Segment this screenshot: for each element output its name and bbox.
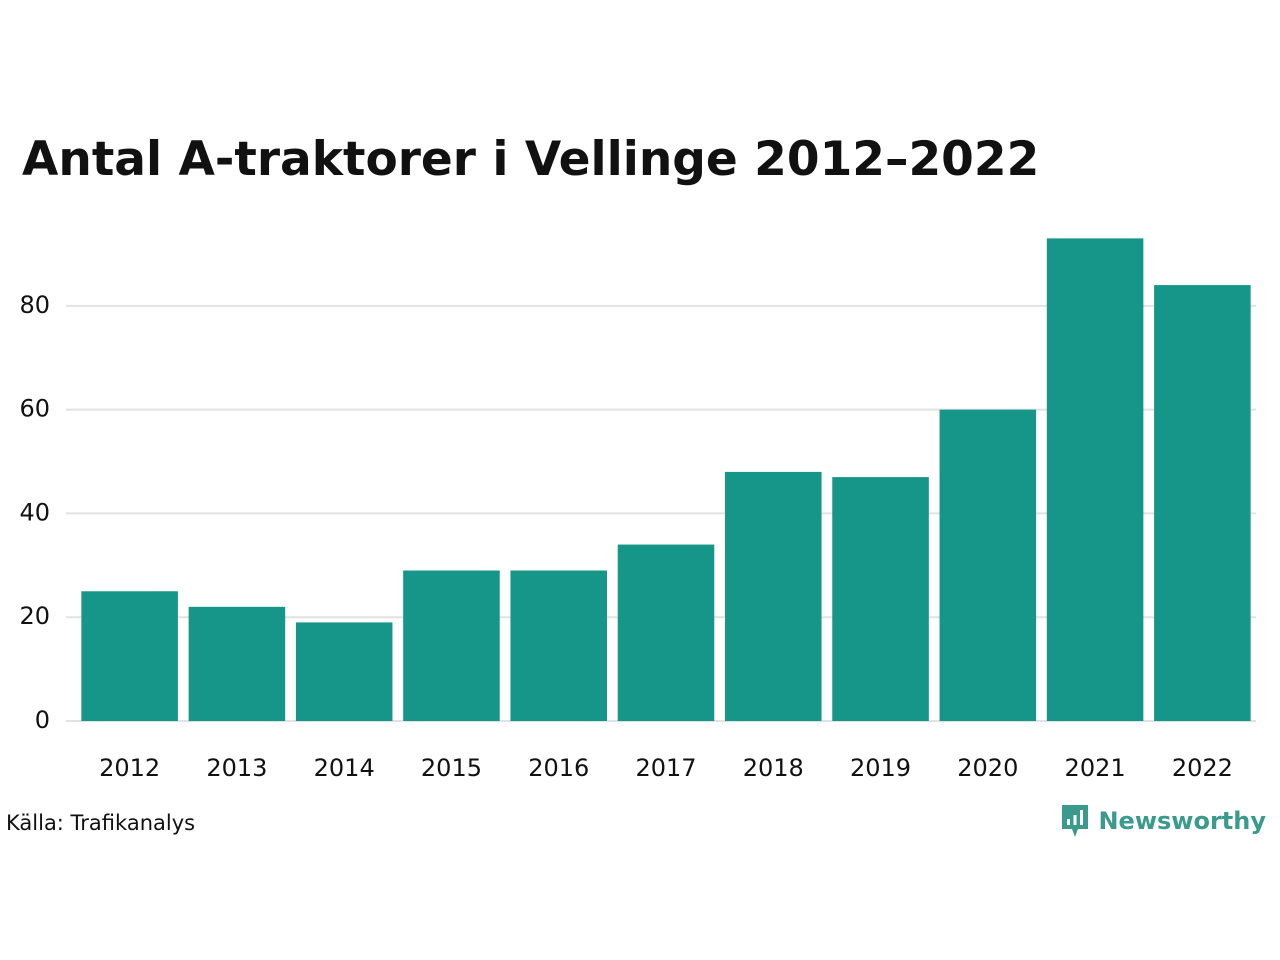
x-tick-label: 2014 <box>314 754 375 782</box>
x-tick-label: 2013 <box>206 754 267 782</box>
x-axis-tick-labels: 2012 2013 2014 2015 2016 2017 2018 2019 2020 2021… <box>99 754 1233 782</box>
x-tick-label: 2016 <box>528 754 589 782</box>
y-axis-tick-labels: 0 20 40 60 80 <box>19 291 50 734</box>
y-tick-label: 80 <box>19 291 50 319</box>
bar-2014 <box>295 622 393 721</box>
y-tick-label: 40 <box>19 498 50 526</box>
chart-title: Antal A-traktorer i Vellinge 2012–2022 <box>22 132 1040 187</box>
x-tick-label: 2019 <box>850 754 911 782</box>
bars <box>81 238 1251 721</box>
bar-2016 <box>510 570 607 721</box>
source-label: Källa: Trafikanalys <box>6 811 196 835</box>
x-tick-label: 2015 <box>421 754 482 782</box>
x-tick-label: 2012 <box>99 754 160 782</box>
y-tick-label: 20 <box>19 602 50 630</box>
bar-2021 <box>1046 238 1144 721</box>
x-tick-label: 2022 <box>1172 754 1233 782</box>
bar-2022 <box>1154 285 1251 721</box>
x-tick-label: 2018 <box>743 754 804 782</box>
y-tick-label: 60 <box>19 395 50 423</box>
y-tick-label: 0 <box>35 706 50 734</box>
bar-2018 <box>725 471 822 721</box>
bar-2013 <box>188 606 286 721</box>
bar-2020 <box>939 409 1037 721</box>
bar-2017 <box>617 544 715 721</box>
newsworthy-logo-icon <box>1062 805 1089 837</box>
brand-name: Newsworthy <box>1098 807 1266 835</box>
bar-2015 <box>403 570 500 721</box>
x-tick-label: 2021 <box>1065 754 1126 782</box>
newsworthy-brand[interactable]: Newsworthy <box>1060 803 1266 839</box>
bar-2012 <box>81 591 178 721</box>
x-tick-label: 2017 <box>635 754 696 782</box>
bar-2019 <box>832 477 929 721</box>
x-tick-label: 2020 <box>957 754 1018 782</box>
